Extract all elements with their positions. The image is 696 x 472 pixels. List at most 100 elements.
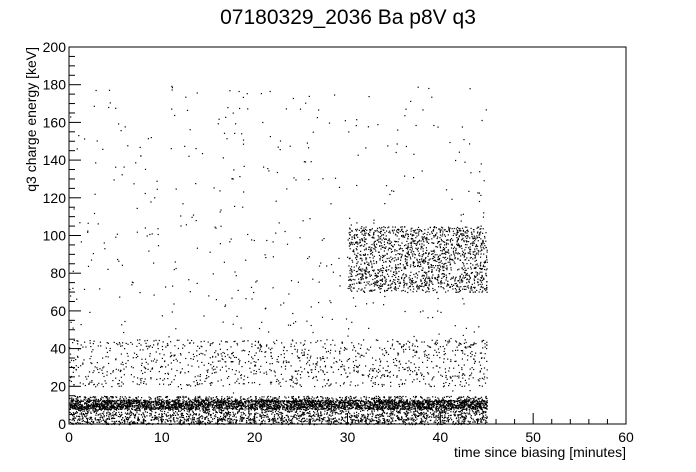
- scatter-point: [420, 412, 422, 414]
- chart-title: 07180329_2036 Ba p8V q3: [220, 6, 476, 29]
- scatter-point: [165, 403, 167, 405]
- scatter-point: [176, 412, 178, 414]
- scatter-point: [306, 418, 308, 420]
- scatter-point: [168, 401, 170, 403]
- scatter-point: [334, 413, 336, 415]
- scatter-point: [312, 407, 314, 409]
- scatter-point: [460, 407, 462, 409]
- scatter-point: [444, 405, 446, 407]
- scatter-point: [394, 397, 396, 399]
- scatter-point: [358, 420, 360, 422]
- scatter-point: [117, 400, 119, 402]
- scatter-point: [267, 407, 270, 410]
- scatter-point: [76, 415, 78, 417]
- scatter-point: [208, 414, 210, 416]
- scatter-point: [358, 399, 360, 401]
- scatter-point: [248, 418, 250, 421]
- scatter-point: [174, 399, 176, 401]
- scatter-point: [241, 418, 243, 420]
- scatter-point: [296, 400, 298, 402]
- scatter-point: [106, 413, 108, 415]
- scatter-point: [453, 401, 455, 404]
- scatter-point: [215, 405, 217, 407]
- scatter-point: [287, 408, 289, 410]
- scatter-point: [192, 402, 194, 404]
- scatter-point: [170, 420, 172, 422]
- scatter-point: [202, 410, 204, 412]
- scatter-point: [111, 396, 113, 398]
- scatter-point: [96, 421, 98, 423]
- scatter-point: [127, 409, 129, 412]
- scatter-point: [433, 406, 435, 408]
- scatter-point: [83, 408, 85, 410]
- scatter-point: [464, 404, 466, 406]
- scatter-point: [302, 414, 304, 416]
- scatter-point: [80, 408, 82, 410]
- scatter-point: [90, 411, 92, 413]
- scatter-point: [353, 419, 355, 421]
- scatter-point: [235, 398, 237, 400]
- scatter-point: [414, 415, 416, 417]
- scatter-point: [263, 400, 265, 402]
- scatter-point: [262, 412, 264, 414]
- scatter-point: [273, 397, 275, 399]
- scatter-point: [88, 398, 90, 400]
- scatter-point: [380, 415, 382, 417]
- scatter-point: [392, 402, 394, 404]
- scatter-point: [431, 400, 433, 402]
- scatter-point: [75, 403, 77, 405]
- scatter-point: [457, 407, 459, 409]
- scatter-point: [153, 402, 155, 404]
- scatter-point: [373, 401, 376, 403]
- scatter-point: [82, 405, 84, 407]
- scatter-point: [295, 416, 297, 419]
- scatter-point: [218, 407, 220, 409]
- scatter-point: [418, 407, 420, 409]
- scatter-point: [379, 408, 381, 410]
- scatter-point: [321, 422, 323, 424]
- scatter-point: [198, 406, 200, 408]
- scatter-point: [205, 408, 207, 410]
- scatter-point: [463, 422, 465, 424]
- scatter-point: [472, 411, 474, 413]
- scatter-point: [447, 402, 449, 404]
- scatter-point: [289, 404, 291, 406]
- scatter-point: [344, 417, 346, 419]
- scatter-point: [110, 415, 112, 417]
- scatter-point: [331, 414, 334, 416]
- scatter-point: [207, 408, 209, 410]
- scatter-point: [376, 397, 378, 399]
- scatter-point: [309, 421, 311, 423]
- scatter-point: [133, 399, 135, 401]
- scatter-point: [201, 421, 203, 423]
- scatter-point: [403, 403, 405, 405]
- scatter-point: [111, 420, 113, 422]
- scatter-point: [327, 403, 329, 405]
- scatter-point: [392, 414, 394, 416]
- scatter-point: [138, 400, 140, 402]
- scatter-point: [250, 422, 252, 424]
- scatter-point: [241, 414, 243, 416]
- scatter-point: [232, 420, 234, 422]
- scatter-point: [196, 401, 198, 403]
- scatter-point: [450, 411, 452, 413]
- scatter-point: [123, 400, 125, 402]
- scatter-point: [419, 401, 421, 404]
- scatter-point: [404, 405, 406, 407]
- scatter-point: [81, 414, 83, 416]
- scatter-point: [110, 402, 112, 404]
- scatter-point: [391, 399, 393, 401]
- scatter-point: [87, 397, 89, 400]
- scatter-point: [308, 398, 310, 400]
- scatter-point: [367, 408, 370, 410]
- scatter-point: [469, 421, 471, 423]
- scatter-point: [460, 409, 463, 411]
- scatter-point: [272, 410, 274, 412]
- scatter-point: [372, 413, 374, 415]
- scatter-point: [73, 412, 75, 414]
- scatter-point: [313, 419, 315, 421]
- scatter-point: [212, 407, 215, 409]
- scatter-point: [123, 401, 125, 404]
- scatter-point: [205, 399, 207, 401]
- scatter-point: [396, 403, 398, 405]
